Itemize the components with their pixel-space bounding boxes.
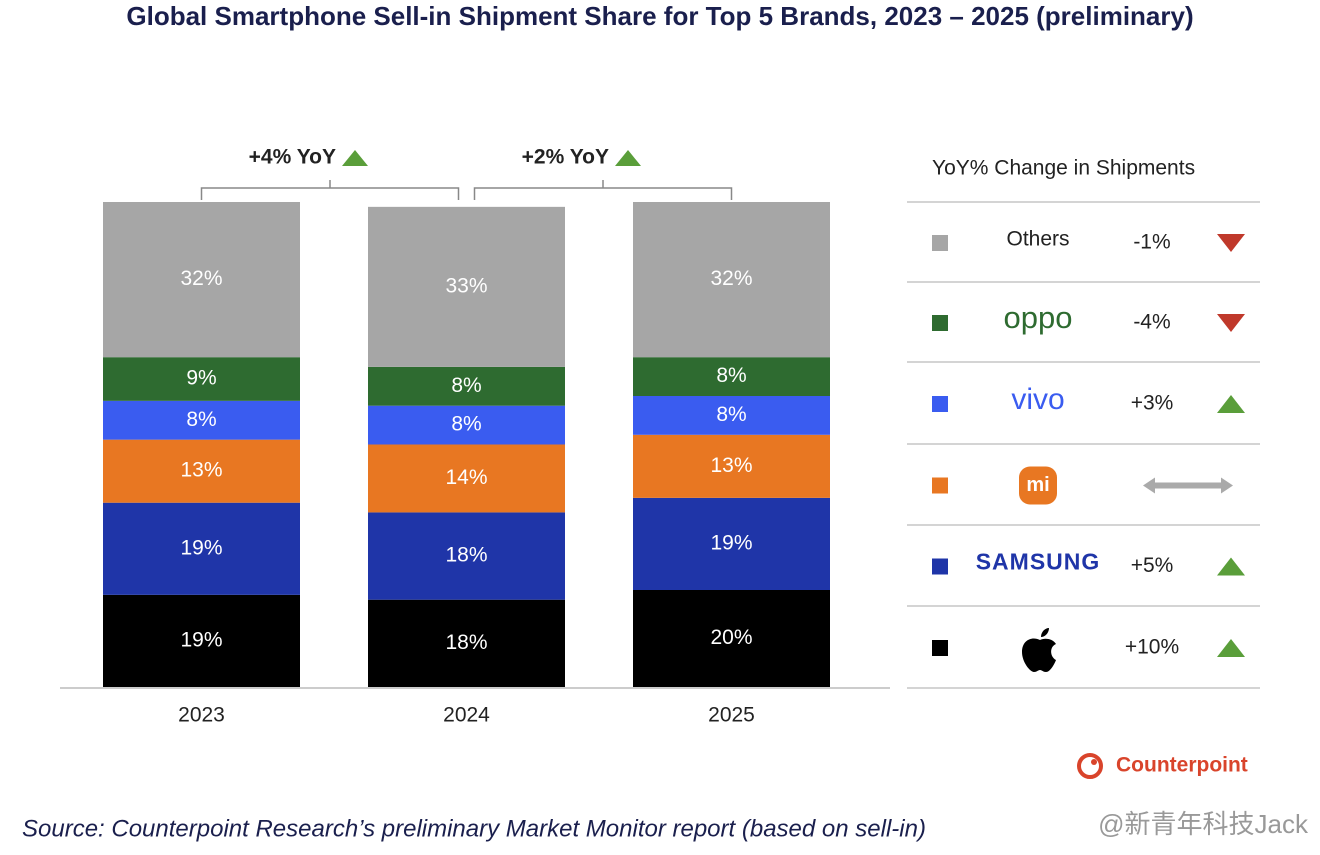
value-label: 19%	[710, 531, 752, 554]
trend-up	[1217, 639, 1245, 657]
value-label: 18%	[445, 544, 487, 567]
source: Source: Counterpoint Research’s prelimin…	[22, 815, 926, 842]
bar-segment	[103, 594, 300, 687]
legend-swatch	[932, 477, 948, 494]
yoy-change: -4%	[1133, 311, 1170, 334]
yoy-change: +3%	[1131, 392, 1174, 415]
chart-title: Global Smartphone Sell-in Shipment Share…	[126, 1, 1193, 31]
trend-down	[1217, 234, 1245, 252]
trend-up	[1217, 557, 1245, 576]
bar-segment	[368, 206, 565, 367]
legend-title: YoY% Change in Shipments	[932, 157, 1195, 180]
bar-segment	[103, 502, 300, 595]
brand-icon	[1077, 753, 1103, 779]
legend-swatch	[932, 640, 948, 656]
x-tick-label: 2024	[443, 704, 490, 727]
legend-swatch	[932, 235, 948, 251]
bar-segment	[633, 590, 830, 687]
yoy-change: +5%	[1131, 554, 1174, 577]
bar-segment	[633, 497, 830, 590]
value-label: 8%	[451, 413, 481, 436]
x-tick-label: 2023	[178, 704, 225, 727]
legend-label: SAMSUNG	[976, 549, 1101, 575]
value-label: 19%	[180, 536, 222, 559]
mi-logo-box	[1019, 466, 1057, 505]
value-label: 8%	[186, 408, 216, 431]
annotation-arrow	[342, 150, 368, 166]
x-tick-label: 2025	[708, 704, 755, 727]
value-label: 33%	[445, 274, 487, 297]
value-label: 14%	[445, 466, 487, 489]
trend-flat	[1143, 477, 1233, 494]
legend-label: mi	[1026, 474, 1049, 496]
value-label: 19%	[180, 628, 222, 651]
bar-segment	[368, 366, 565, 406]
bar-segment	[368, 599, 565, 687]
yoy-change: -1%	[1133, 231, 1170, 254]
annotation-arrow	[615, 150, 641, 166]
brand-logo: Counterpoint	[1077, 753, 1248, 779]
bar-segment	[368, 512, 565, 600]
value-label: 18%	[445, 631, 487, 654]
bar-segment	[103, 439, 300, 503]
trend-down	[1217, 314, 1245, 332]
bracket	[473, 180, 733, 200]
bar-segment	[633, 357, 830, 396]
watermark: @新青年科技Jack	[1098, 809, 1309, 839]
brand-name: Counterpoint	[1116, 754, 1248, 777]
bar-segment	[368, 444, 565, 513]
annotation: +2% YoY	[522, 146, 609, 169]
bracket	[200, 180, 460, 200]
legend-swatch	[932, 558, 948, 575]
bar-segment	[103, 400, 300, 440]
bar-segment	[103, 357, 300, 401]
bar-segment	[633, 396, 830, 435]
value-label: 9%	[186, 367, 216, 390]
apple-logo	[1022, 628, 1056, 672]
value-label: 13%	[180, 459, 222, 482]
legend-label: oppo	[1004, 300, 1073, 335]
bar-segment	[368, 405, 565, 445]
legend-label: Others	[1006, 228, 1069, 251]
value-label: 8%	[716, 364, 746, 387]
value-label: 8%	[716, 403, 746, 426]
brand-icon-dot	[1091, 759, 1097, 765]
bar-segment	[103, 202, 300, 358]
value-label: 20%	[710, 626, 752, 649]
legend-swatch	[932, 396, 948, 412]
bar-segment	[633, 434, 830, 498]
annotation: +4% YoY	[249, 146, 336, 169]
value-label: 13%	[710, 454, 752, 477]
legend-label: vivo	[1011, 383, 1064, 416]
bar-segment	[633, 202, 830, 358]
value-label: 32%	[180, 267, 222, 290]
yoy-change: +10%	[1125, 636, 1179, 659]
value-label: 32%	[710, 267, 752, 290]
legend-swatch	[932, 315, 948, 331]
trend-up	[1217, 395, 1245, 413]
value-label: 8%	[451, 374, 481, 397]
